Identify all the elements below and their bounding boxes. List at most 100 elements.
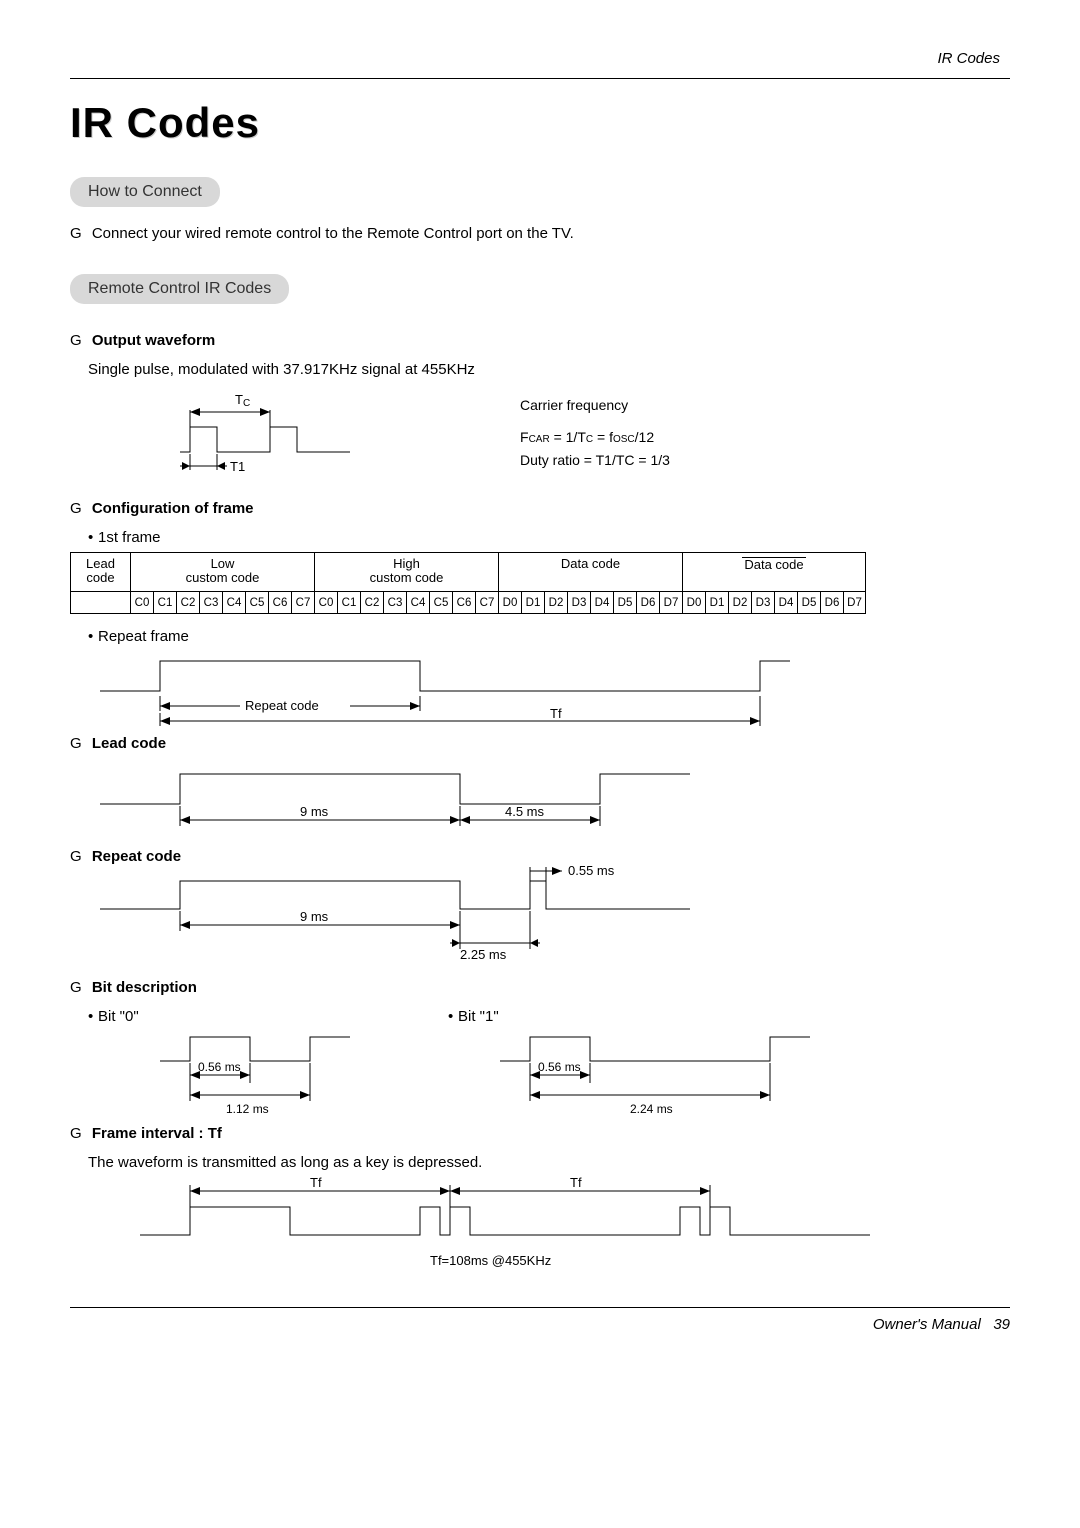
bit0-high: 0.56 ms (198, 1060, 241, 1074)
tf-bottom: Tf=108ms @455KHz (430, 1253, 551, 1268)
bit-diagrams-row: •Bit "0" 0.56 ms 1.12 ms •Bit "1" (70, 1008, 1010, 1121)
pill-remote-ir: Remote Control IR Codes (70, 274, 289, 304)
tf1: Tf (310, 1177, 322, 1190)
frame-cell: C7 (475, 592, 498, 614)
frame-cell: D5 (613, 592, 636, 614)
g-marker: G (70, 332, 82, 349)
frame-cell: D1 (705, 592, 728, 614)
repeat-code-diagram: 0.55 ms 9 ms 2.25 ms (90, 861, 710, 961)
frame-cell: D6 (820, 592, 843, 614)
bit-desc-title: Bit description (92, 979, 197, 996)
fcar-line: FCAR = 1/TC = fOSC/12 (520, 426, 670, 448)
bit1-high: 0.56 ms (538, 1060, 581, 1074)
frame-cell: C1 (337, 592, 360, 614)
g-marker: G (70, 1125, 82, 1142)
frame-cell: D5 (797, 592, 820, 614)
frame-interval-title: Frame interval : Tf (92, 1125, 222, 1142)
tf-label: Tf (550, 706, 562, 721)
frame-interval-desc: The waveform is transmitted as long as a… (88, 1154, 1010, 1171)
bit1-label: •Bit "1" (448, 1008, 810, 1025)
config-frame-title: Configuration of frame (92, 500, 254, 517)
frame-cell: C6 (268, 592, 291, 614)
tc-sub: C (243, 398, 250, 409)
g-marker: G (70, 848, 82, 865)
lead-9ms: 9 ms (300, 804, 329, 819)
frame-cell: C0 (130, 592, 153, 614)
frame-cell: C4 (406, 592, 429, 614)
howto-line: G Connect your wired remote control to t… (70, 225, 1010, 242)
frame-header-3: Data code (498, 552, 682, 592)
frame-cell: D1 (521, 592, 544, 614)
bit-desc-heading: G Bit description (70, 979, 1010, 996)
rc-9ms: 9 ms (300, 909, 329, 924)
tf2: Tf (570, 1177, 582, 1190)
frame-cell: C6 (452, 592, 475, 614)
frame-cell: D2 (544, 592, 567, 614)
config-frame-heading: G Configuration of frame (70, 500, 1010, 517)
frame-cell: D2 (728, 592, 751, 614)
frame-cell-lead (70, 592, 130, 614)
output-waveform-desc: Single pulse, modulated with 37.917KHz s… (88, 361, 1010, 378)
bit0-label: •Bit "0" (88, 1008, 430, 1025)
frame-cell: C7 (291, 592, 314, 614)
output-waveform-title: Output waveform (92, 332, 215, 349)
frame-cell: C2 (176, 592, 199, 614)
bit1-total: 2.24 ms (630, 1102, 673, 1116)
carrier-caption: Carrier frequency FCAR = 1/TC = fOSC/12 … (520, 394, 670, 471)
frame-cell: D6 (636, 592, 659, 614)
duty-line: Duty ratio = T1/TC = 1/3 (520, 449, 670, 471)
frame-cell: C5 (245, 592, 268, 614)
frame-interval-diagram: Tf Tf Tf=108ms @455KHz (130, 1177, 890, 1277)
bit1-diagram: 0.56 ms 2.24 ms (490, 1031, 830, 1121)
lead-code-heading: G Lead code (70, 735, 1010, 752)
footer-text: Owner's Manual (873, 1316, 981, 1333)
frame-cell: C4 (222, 592, 245, 614)
frame-cell: D0 (498, 592, 521, 614)
frame-header-row: LeadcodeLowcustom codeHighcustom codeDat… (70, 552, 950, 592)
frame-cell: C1 (153, 592, 176, 614)
lead-45ms: 4.5 ms (505, 804, 545, 819)
page: IR Codes IR Codes How to Connect G Conne… (0, 0, 1080, 1528)
frame-header-2: Highcustom code (314, 552, 498, 592)
pill-how-to-connect: How to Connect (70, 177, 220, 207)
rc-225: 2.25 ms (460, 947, 507, 961)
bit1-block: •Bit "1" 0.56 ms 2.24 ms (430, 1008, 810, 1121)
frame-header-4: Data code (682, 552, 866, 592)
footer: Owner's Manual 39 (70, 1316, 1010, 1333)
frame-cell: D4 (590, 592, 613, 614)
repeat-code-title: Repeat code (92, 848, 181, 865)
frame-header-lead: Leadcode (70, 552, 130, 592)
header-right: IR Codes (937, 50, 1000, 67)
tc-label: T (235, 392, 243, 407)
t1-label: T1 (230, 459, 245, 474)
bit0-block: •Bit "0" 0.56 ms 1.12 ms (70, 1008, 430, 1121)
frame-cell: D3 (567, 592, 590, 614)
frame-cell: D4 (774, 592, 797, 614)
top-rule (70, 78, 1010, 79)
frame-cell: D0 (682, 592, 705, 614)
footer-page: 39 (993, 1316, 1010, 1333)
frame-cell: C3 (199, 592, 222, 614)
frame-cell: C5 (429, 592, 452, 614)
g-marker: G (70, 735, 82, 752)
lead-code-diagram: 9 ms 4.5 ms (90, 764, 710, 844)
frame-cells-row: C0C1C2C3C4C5C6C7C0C1C2C3C4C5C6C7D0D1D2D3… (70, 592, 950, 614)
frame-header-1: Lowcustom code (130, 552, 314, 592)
repeat-code-text: Repeat code (245, 698, 319, 713)
frame-cell: C3 (383, 592, 406, 614)
frame-cell: D7 (843, 592, 866, 614)
frame-cell: D7 (659, 592, 682, 614)
carrier-freq-label: Carrier frequency (520, 394, 670, 416)
repeat-frame-diagram: Repeat code Tf (90, 651, 790, 731)
carrier-pulse-svg: T C T1 (170, 392, 370, 482)
output-waveform-heading: G Output waveform (70, 332, 1010, 349)
g-marker: G (70, 979, 82, 996)
howto-text: Connect your wired remote control to the… (92, 225, 574, 242)
g-marker: G (70, 500, 82, 517)
frame-cell: D3 (751, 592, 774, 614)
repeat-frame-label: •Repeat frame (88, 628, 1010, 645)
frame-table: LeadcodeLowcustom codeHighcustom codeDat… (70, 552, 1010, 614)
bit0-diagram: 0.56 ms 1.12 ms (150, 1031, 430, 1121)
page-title: IR Codes (70, 99, 1010, 147)
carrier-pulse-diagram: T C T1 (170, 392, 480, 482)
